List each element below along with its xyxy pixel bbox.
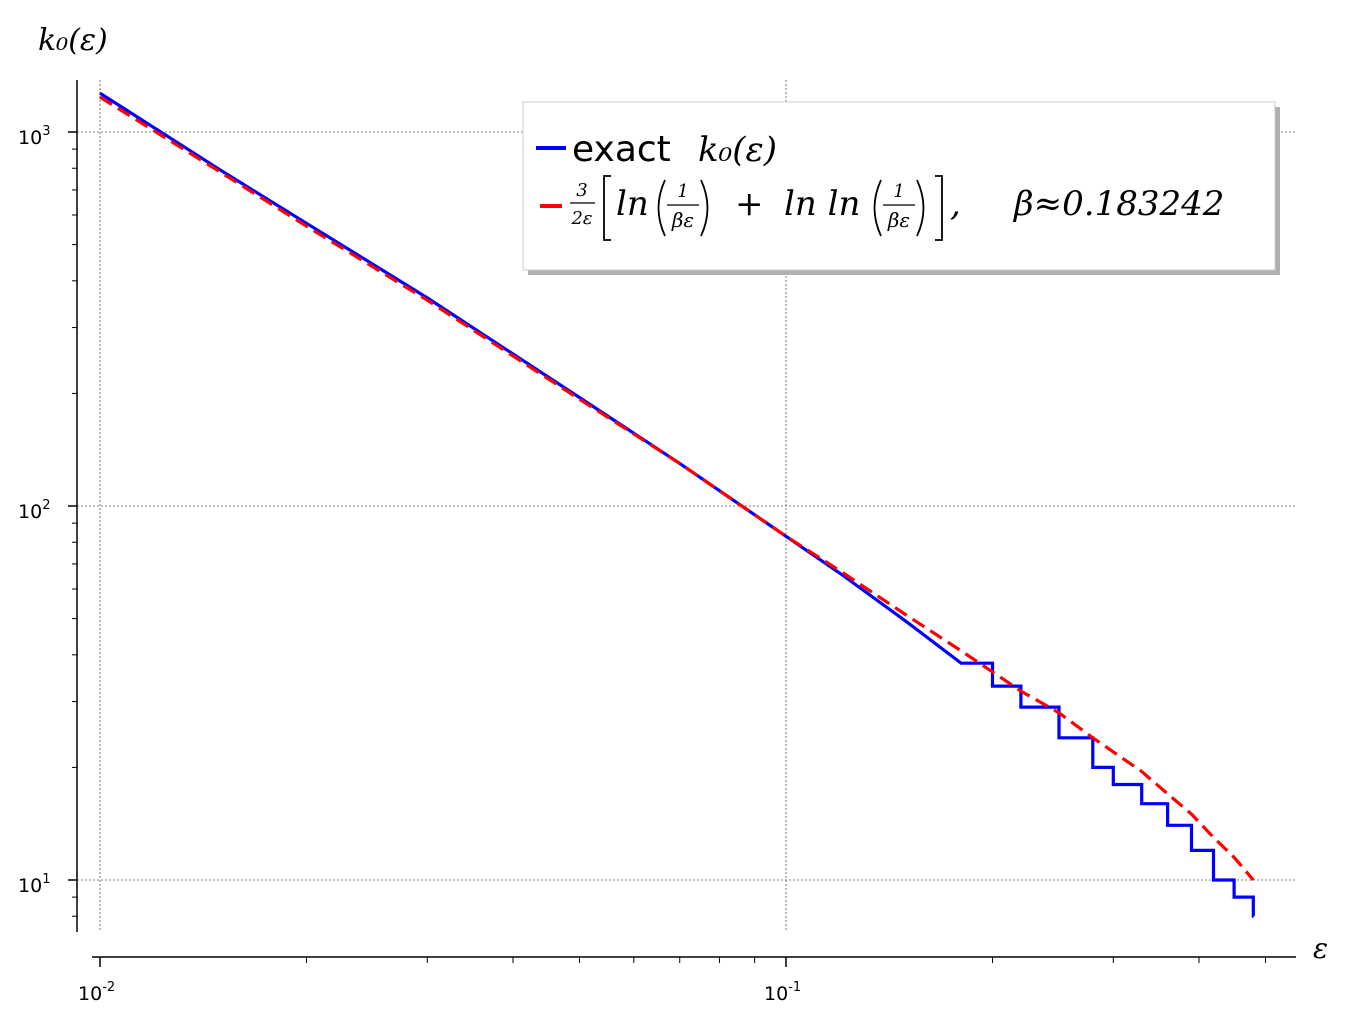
frac1-numerator: 1 [677, 181, 688, 202]
legend-label-exact-math: k₀(ε) [698, 130, 777, 170]
series-layer [99, 91, 1255, 918]
legend-label-asymptotic: 3 2ε ln 1 βε + ln ln 1 βε , [570, 175, 1224, 241]
plus-sign: + [735, 184, 764, 224]
series-line-asymptotic [99, 95, 1255, 882]
frac1-denominator: βε [671, 208, 694, 232]
x-tick-label-0: 10-2 [78, 980, 115, 1005]
paren-open-1 [657, 179, 666, 237]
ln-text: ln [616, 184, 649, 224]
y-axis-label: k₀(ε) [38, 23, 108, 58]
y-tick-label-0: 103 [18, 124, 50, 149]
comma: , [950, 184, 961, 224]
x-axis-label: ε [1313, 932, 1328, 965]
frac2-denominator: βε [887, 208, 910, 232]
lnln-text: ln ln [784, 184, 860, 224]
legend-box [522, 101, 1276, 271]
legend-label-exact: exact [572, 129, 671, 170]
right-bracket [935, 175, 943, 241]
paren-close-1 [700, 179, 709, 237]
x-tick-label-1: 10-1 [764, 980, 801, 1005]
y-tick-label-2: 101 [18, 872, 50, 897]
paren-close-2 [916, 179, 925, 237]
prefix-numerator: 3 [576, 180, 587, 201]
beta-value: β≈0.183242 [1012, 184, 1224, 224]
legend: exact k₀(ε) 3 2ε ln 1 βε + ln ln 1 [522, 101, 1280, 275]
frac2-numerator: 1 [893, 181, 904, 202]
left-bracket [603, 175, 611, 241]
prefix-denominator: 2ε [570, 208, 592, 229]
paren-open-2 [873, 179, 882, 237]
y-tick-label-1: 102 [18, 498, 50, 523]
